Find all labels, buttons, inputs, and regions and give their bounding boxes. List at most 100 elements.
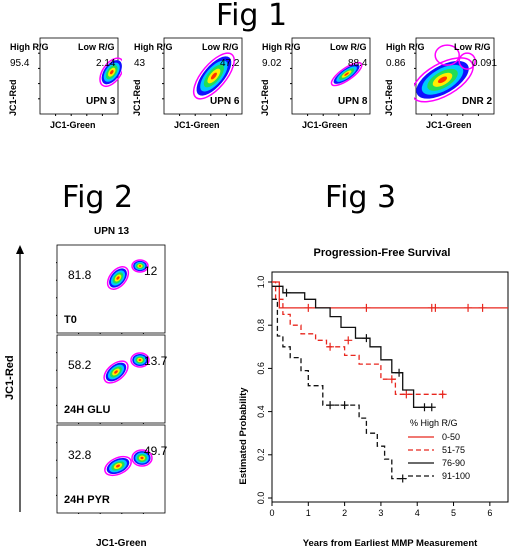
density-ring-0 (414, 57, 474, 103)
high-rg-value: 0.86 (386, 58, 406, 69)
low-rg-value: 47.2 (220, 58, 240, 69)
km-censor-mark (387, 375, 396, 384)
km-y-tick-label: 1.0 (256, 276, 266, 289)
fig1-flow-panel (290, 36, 374, 120)
km-legend-title: % High R/G (410, 418, 458, 428)
sample-label: DNR 2 (462, 96, 493, 107)
km-x-tick-label: 4 (415, 508, 420, 518)
gate-circle (458, 52, 476, 70)
km-series-51-75 (272, 281, 447, 395)
gate-circle (434, 44, 460, 66)
fig2-y-axis-label: JC1-Red (4, 355, 16, 400)
km-x-tick-label: 5 (451, 508, 456, 518)
fig2-flow-svg (56, 334, 166, 424)
km-y-tick-label: 0.0 (256, 492, 266, 505)
km-x-tick-label: 0 (269, 508, 274, 518)
km-censor-mark (340, 401, 349, 410)
density-ring-5 (109, 70, 114, 75)
fig2-low-rg-value: 49.7 (144, 444, 168, 458)
main-population (192, 52, 235, 100)
fig2-flow-panel (56, 244, 168, 334)
km-censor-mark (282, 288, 291, 297)
fig1-flow-svg (290, 37, 371, 116)
plot-frame (56, 424, 166, 514)
plot-frame (291, 37, 371, 115)
low-rg-label: Low R/G (78, 42, 115, 52)
fig2-y-axis-arrow (16, 245, 24, 512)
fig3-title: Fig 3 (325, 180, 397, 215)
fig2-high-rg-value: 58.2 (68, 358, 92, 372)
fig2-sample-label: 24H PYR (64, 494, 110, 506)
high-rg-label: High R/G (134, 42, 173, 52)
y-axis-label: JC1-Red (384, 79, 394, 116)
km-y-axis-label: Estimated Probability (238, 387, 249, 485)
high-rg-value: 9.02 (262, 58, 282, 69)
high-rg-label: High R/G (386, 42, 425, 52)
y-axis-label: JC1-Red (8, 79, 18, 116)
km-censor-mark (362, 334, 371, 343)
low-rg-value: 88.4 (348, 58, 368, 69)
km-plot-frame (271, 271, 509, 503)
x-axis-label: JC1-Green (302, 120, 348, 130)
density-ring-0 (131, 449, 153, 467)
fig2-title: Fig 2 (62, 180, 134, 215)
fig2-sample-label: 24H GLU (64, 404, 111, 416)
sample-label: UPN 8 (338, 96, 368, 107)
km-x-axis-label: Years from Earliest MMP Measurement (303, 538, 478, 549)
density-ring-0 (106, 266, 130, 290)
km-title: Progression-Free Survival (314, 247, 451, 259)
km-legend-label: 0-50 (442, 432, 460, 442)
km-censor-mark (427, 403, 436, 412)
high-rg-population (104, 455, 132, 477)
density-ring-0 (99, 57, 122, 88)
km-legend-label: 51-75 (442, 445, 465, 455)
sample-label: UPN 6 (210, 96, 240, 107)
fig2-high-rg-value: 32.8 (68, 448, 92, 462)
low-rg-label: Low R/G (330, 42, 367, 52)
fig1-flow-panel (414, 36, 498, 120)
km-censor-mark (304, 303, 313, 312)
x-axis-label: JC1-Green (174, 120, 220, 130)
density-ring-0 (330, 61, 363, 87)
km-x-tick-label: 6 (487, 508, 492, 518)
fig2-x-axis-label: JC1-Green (96, 538, 147, 549)
km-censor-mark (362, 303, 371, 312)
fig1-title: Fig 1 (216, 0, 288, 33)
km-censor-mark (398, 474, 407, 483)
density-ring-5 (114, 370, 118, 374)
km-censor-mark (438, 390, 447, 399)
fig1-flow-svg (38, 37, 122, 116)
density-ring-5 (116, 276, 120, 280)
density-ring-5 (210, 72, 217, 80)
fig1-flow-svg (414, 37, 495, 116)
main-population (414, 57, 474, 103)
km-legend-label: 91-100 (442, 471, 470, 481)
density-ring-5 (138, 358, 142, 362)
km-series-0-50 (272, 281, 508, 309)
km-x-tick-label: 3 (378, 508, 383, 518)
low-rg-value: 2.14 (96, 58, 116, 69)
plot-frame (56, 334, 166, 424)
low-rg-label: Low R/G (454, 42, 491, 52)
km-chart: Progression-Free Survival Years from Ear… (232, 238, 520, 552)
fig1-flow-svg (162, 37, 243, 116)
density-ring-5 (140, 456, 144, 460)
plot-frame (56, 244, 166, 334)
fig2-flow-svg (56, 424, 166, 514)
fig1-flow-panel (38, 36, 122, 120)
fig2-flow-svg (56, 244, 166, 334)
fig2-flow-panel (56, 424, 168, 514)
km-series-76-90 (272, 285, 432, 408)
high-rg-label: High R/G (262, 42, 301, 52)
plot-frame (415, 37, 495, 115)
km-series-91-100 (272, 298, 407, 480)
high-rg-label: High R/G (10, 42, 49, 52)
density-ring-5 (138, 265, 142, 267)
main-population (99, 57, 122, 88)
density-ring-0 (130, 352, 150, 368)
density-ring-0 (104, 455, 132, 477)
x-axis-label: JC1-Green (426, 120, 472, 130)
density-ring-5 (116, 464, 120, 468)
main-population (330, 61, 363, 87)
low-rg-population (131, 259, 149, 273)
